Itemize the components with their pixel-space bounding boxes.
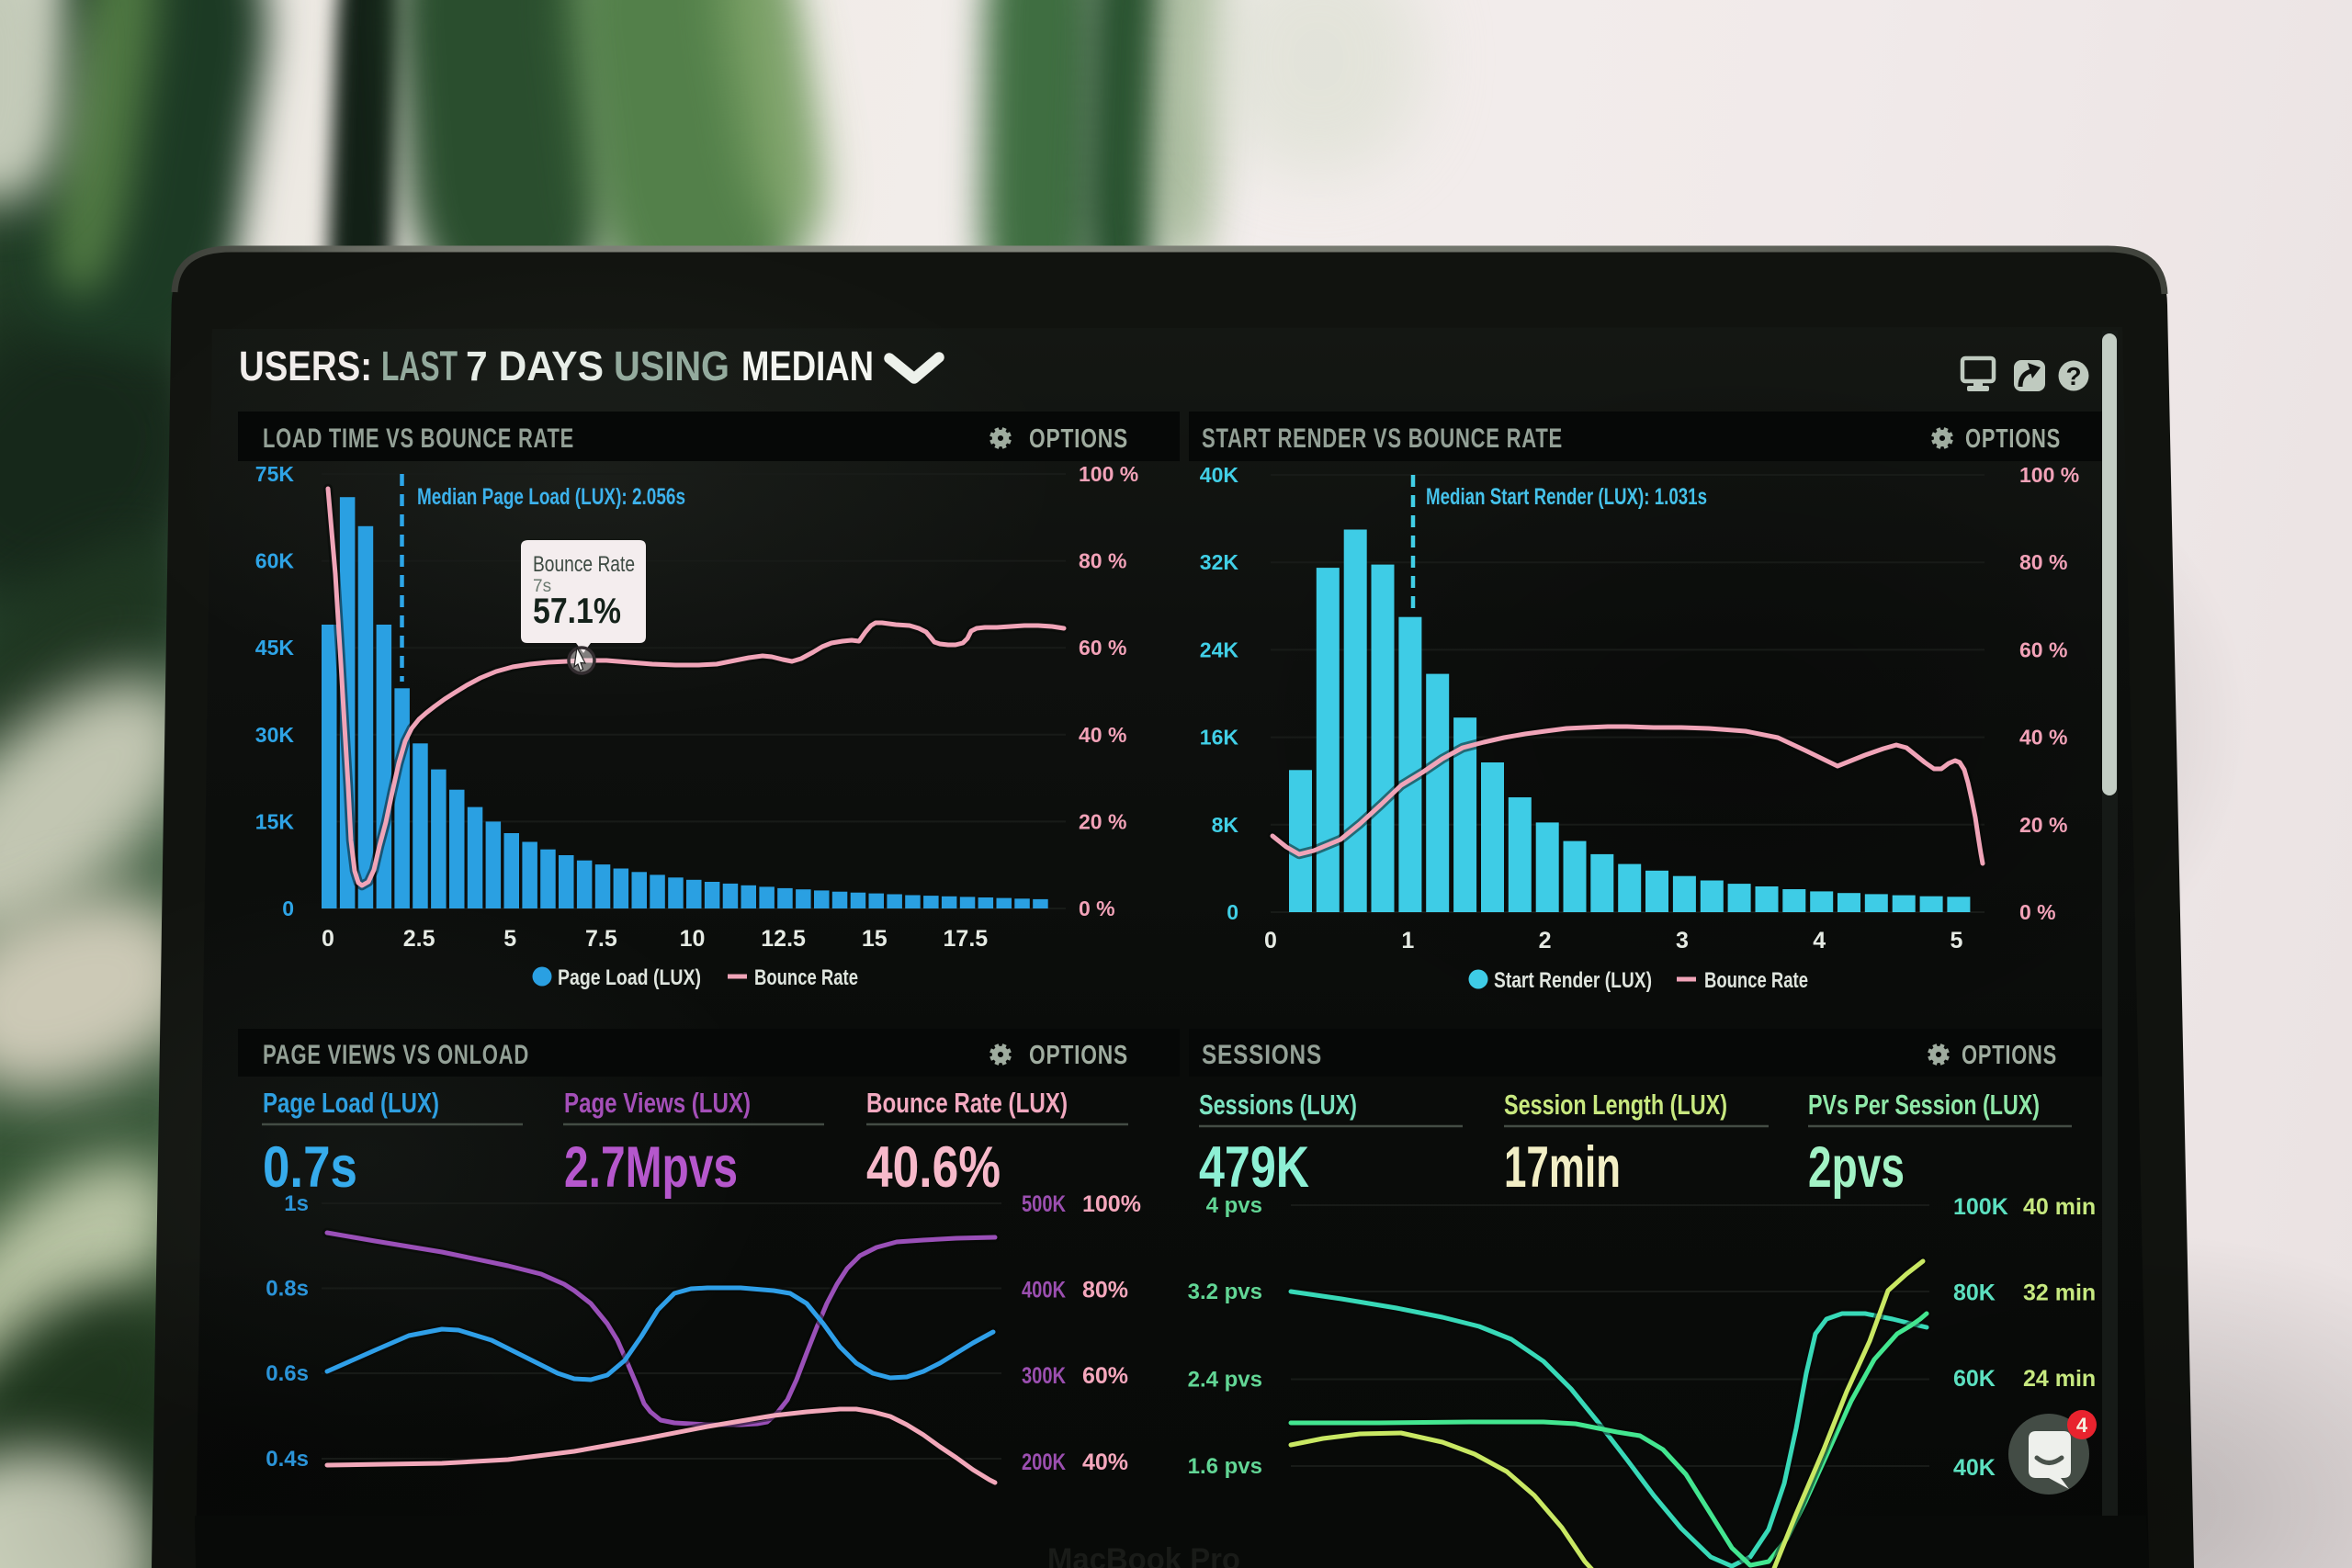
svg-text:20 %: 20 % bbox=[2019, 813, 2067, 837]
svg-text:17.5: 17.5 bbox=[944, 926, 989, 952]
svg-text:2: 2 bbox=[1539, 928, 1552, 953]
svg-text:2pvs: 2pvs bbox=[1808, 1135, 1905, 1200]
svg-text:MEDIAN: MEDIAN bbox=[741, 343, 874, 389]
svg-text:15K: 15K bbox=[255, 809, 295, 833]
svg-text:10: 10 bbox=[680, 926, 706, 952]
svg-text:24 min: 24 min bbox=[2023, 1366, 2096, 1392]
svg-text:24K: 24K bbox=[1200, 637, 1239, 661]
svg-text:200K: 200K bbox=[1022, 1450, 1066, 1475]
svg-text:15: 15 bbox=[862, 926, 888, 952]
svg-text:40K: 40K bbox=[1200, 463, 1239, 487]
svg-text:100K: 100K bbox=[1953, 1194, 2008, 1220]
svg-text:Median Start Render (LUX): 1.0: Median Start Render (LUX): 1.031s bbox=[1426, 484, 1707, 510]
svg-text:4: 4 bbox=[1813, 928, 1826, 953]
svg-text:0.6s: 0.6s bbox=[266, 1361, 309, 1386]
svg-text:12.5: 12.5 bbox=[761, 926, 806, 952]
svg-text:Page Load (LUX): Page Load (LUX) bbox=[558, 965, 701, 990]
svg-text:Bounce Rate: Bounce Rate bbox=[754, 965, 858, 990]
svg-text:4: 4 bbox=[2076, 1414, 2088, 1437]
svg-text:USERS:: USERS: bbox=[239, 343, 372, 389]
svg-text:2.7Mpvs: 2.7Mpvs bbox=[564, 1135, 738, 1200]
svg-text:80%: 80% bbox=[1082, 1278, 1128, 1303]
svg-text:60%: 60% bbox=[1082, 1363, 1128, 1389]
svg-text:0 %: 0 % bbox=[1079, 897, 1115, 920]
svg-text:1: 1 bbox=[1401, 928, 1414, 953]
svg-text:40 min: 40 min bbox=[2023, 1194, 2096, 1220]
svg-text:LOAD TIME VS BOUNCE RATE: LOAD TIME VS BOUNCE RATE bbox=[263, 423, 574, 454]
svg-text:2.5: 2.5 bbox=[403, 926, 435, 952]
svg-text:8K: 8K bbox=[1212, 813, 1239, 837]
svg-text:17min: 17min bbox=[1504, 1135, 1621, 1200]
svg-text:40%: 40% bbox=[1082, 1450, 1128, 1475]
svg-text:SESSIONS: SESSIONS bbox=[1202, 1040, 1322, 1070]
svg-text:Median Page Load (LUX): 2.056s: Median Page Load (LUX): 2.056s bbox=[417, 484, 685, 510]
svg-text:40 %: 40 % bbox=[2019, 726, 2067, 750]
svg-text:80 %: 80 % bbox=[1079, 549, 1126, 573]
svg-text:0 %: 0 % bbox=[2019, 900, 2056, 924]
svg-text:60 %: 60 % bbox=[1079, 636, 1126, 660]
svg-text:100 %: 100 % bbox=[1079, 462, 1138, 486]
svg-text:OPTIONS: OPTIONS bbox=[1965, 424, 2061, 454]
svg-text:16K: 16K bbox=[1200, 726, 1239, 750]
svg-text:400K: 400K bbox=[1022, 1278, 1066, 1303]
svg-text:START RENDER VS BOUNCE RATE: START RENDER VS BOUNCE RATE bbox=[1202, 423, 1563, 454]
svg-text:7.5: 7.5 bbox=[585, 926, 617, 952]
svg-text:0: 0 bbox=[1264, 928, 1277, 953]
svg-text:100 %: 100 % bbox=[2019, 463, 2079, 487]
svg-text:0: 0 bbox=[282, 897, 294, 920]
svg-text:500K: 500K bbox=[1022, 1191, 1066, 1217]
svg-text:0.7s: 0.7s bbox=[263, 1135, 357, 1200]
svg-text:Page Load (LUX): Page Load (LUX) bbox=[263, 1087, 439, 1119]
svg-text:32 min: 32 min bbox=[2023, 1280, 2096, 1306]
svg-text:Session Length (LUX): Session Length (LUX) bbox=[1504, 1089, 1727, 1121]
svg-text:5: 5 bbox=[503, 926, 516, 952]
svg-text:7s: 7s bbox=[533, 577, 551, 596]
svg-text:OPTIONS: OPTIONS bbox=[1962, 1041, 2057, 1070]
svg-text:0: 0 bbox=[1227, 900, 1238, 924]
svg-text:2.4 pvs: 2.4 pvs bbox=[1188, 1368, 1262, 1393]
svg-text:75K: 75K bbox=[255, 462, 295, 486]
svg-text:30K: 30K bbox=[255, 723, 295, 747]
svg-text:LAST: LAST bbox=[381, 343, 458, 389]
svg-text:Bounce Rate: Bounce Rate bbox=[533, 552, 635, 577]
svg-text:5: 5 bbox=[1951, 928, 1963, 953]
svg-text:0.4s: 0.4s bbox=[266, 1447, 309, 1472]
svg-text:0: 0 bbox=[322, 926, 334, 952]
svg-text:PAGE VIEWS VS ONLOAD: PAGE VIEWS VS ONLOAD bbox=[263, 1040, 529, 1070]
svg-text:Start Render (LUX): Start Render (LUX) bbox=[1494, 968, 1652, 993]
svg-text:20 %: 20 % bbox=[1079, 809, 1126, 833]
svg-text:Sessions (LUX): Sessions (LUX) bbox=[1199, 1089, 1357, 1121]
svg-text:80 %: 80 % bbox=[2019, 550, 2067, 574]
svg-text:Page Views (LUX): Page Views (LUX) bbox=[564, 1087, 751, 1119]
svg-text:?: ? bbox=[2065, 362, 2081, 390]
svg-text:60 %: 60 % bbox=[2019, 637, 2067, 661]
svg-text:OPTIONS: OPTIONS bbox=[1029, 424, 1128, 454]
svg-text:1s: 1s bbox=[284, 1191, 309, 1216]
svg-text:PVs Per Session (LUX): PVs Per Session (LUX) bbox=[1808, 1089, 2040, 1121]
svg-text:80K: 80K bbox=[1953, 1280, 1996, 1306]
svg-text:40K: 40K bbox=[1953, 1455, 1996, 1481]
svg-text:300K: 300K bbox=[1022, 1363, 1066, 1389]
svg-text:57.1%: 57.1% bbox=[533, 592, 621, 631]
svg-text:1.6 pvs: 1.6 pvs bbox=[1188, 1454, 1262, 1479]
svg-text:0.8s: 0.8s bbox=[266, 1277, 309, 1302]
svg-text:60K: 60K bbox=[1953, 1366, 1996, 1392]
svg-text:100%: 100% bbox=[1082, 1191, 1141, 1217]
svg-text:3.2 pvs: 3.2 pvs bbox=[1188, 1280, 1262, 1304]
svg-text:Bounce Rate: Bounce Rate bbox=[1704, 968, 1808, 993]
svg-text:Bounce Rate (LUX): Bounce Rate (LUX) bbox=[866, 1087, 1068, 1119]
svg-text:MacBook Pro: MacBook Pro bbox=[1047, 1542, 1240, 1568]
svg-text:45K: 45K bbox=[255, 636, 295, 660]
svg-text:7 DAYS: 7 DAYS bbox=[466, 343, 604, 389]
svg-text:4 pvs: 4 pvs bbox=[1206, 1193, 1262, 1218]
svg-text:479K: 479K bbox=[1199, 1135, 1309, 1200]
svg-text:32K: 32K bbox=[1200, 550, 1239, 574]
svg-text:3: 3 bbox=[1676, 928, 1689, 953]
svg-text:OPTIONS: OPTIONS bbox=[1029, 1041, 1128, 1070]
svg-text:40 %: 40 % bbox=[1079, 723, 1126, 747]
svg-text:USING: USING bbox=[614, 343, 729, 389]
svg-text:60K: 60K bbox=[255, 549, 295, 573]
svg-text:40.6%: 40.6% bbox=[866, 1135, 1001, 1200]
